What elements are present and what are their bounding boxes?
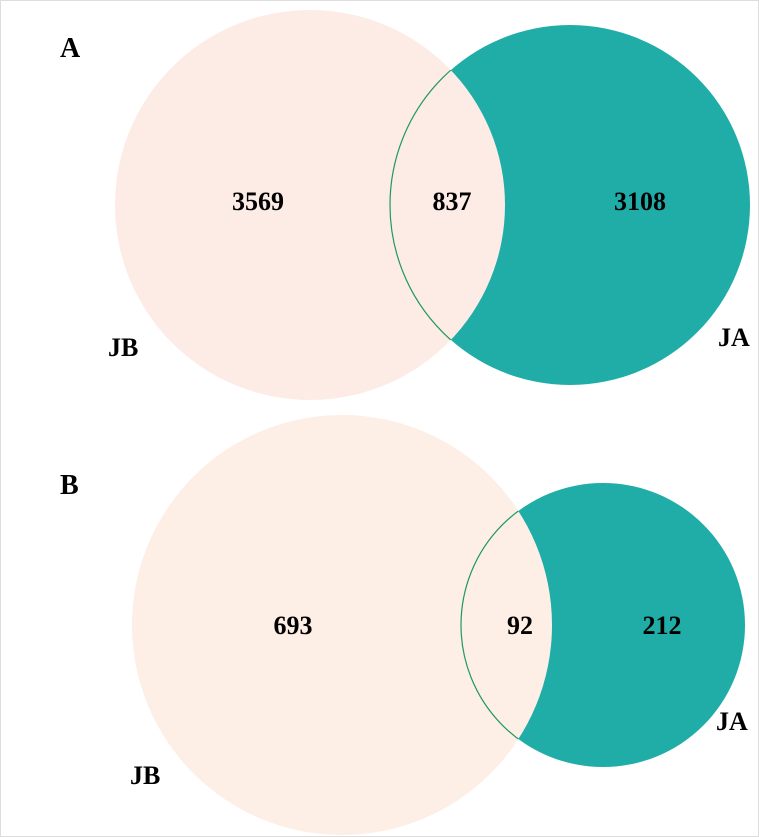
- panel-a-jb-circle: [115, 10, 505, 400]
- panel-a-ja-only-count: 3108: [614, 187, 666, 216]
- panel-b-both-count: 92: [507, 611, 533, 640]
- panel-b: B 693 92 212 JB JA: [60, 415, 748, 835]
- panel-b-overlap-region: [461, 483, 552, 767]
- panel-b-ja-only-count: 212: [643, 611, 682, 640]
- panel-a-jb-only-count: 3569: [232, 187, 284, 216]
- panel-b-jb-circle: [132, 415, 552, 835]
- panel-b-ja-label: JA: [716, 707, 748, 736]
- panel-b-jb-only-count: 693: [274, 611, 313, 640]
- panel-a-jb-label: JB: [108, 333, 138, 362]
- panel-a-both-count: 837: [433, 187, 472, 216]
- panel-a-overlap-outline: [389, 24, 505, 386]
- panel-a: A 3569 837 3108 JB JA: [60, 10, 750, 400]
- panel-a-letter: A: [60, 33, 81, 64]
- panel-b-overlap-outline: [460, 482, 552, 768]
- panel-b-jb-label: JB: [130, 761, 160, 790]
- panel-a-overlap-region: [390, 25, 505, 385]
- panel-a-ja-label: JA: [718, 323, 750, 352]
- panel-b-letter: B: [60, 470, 79, 501]
